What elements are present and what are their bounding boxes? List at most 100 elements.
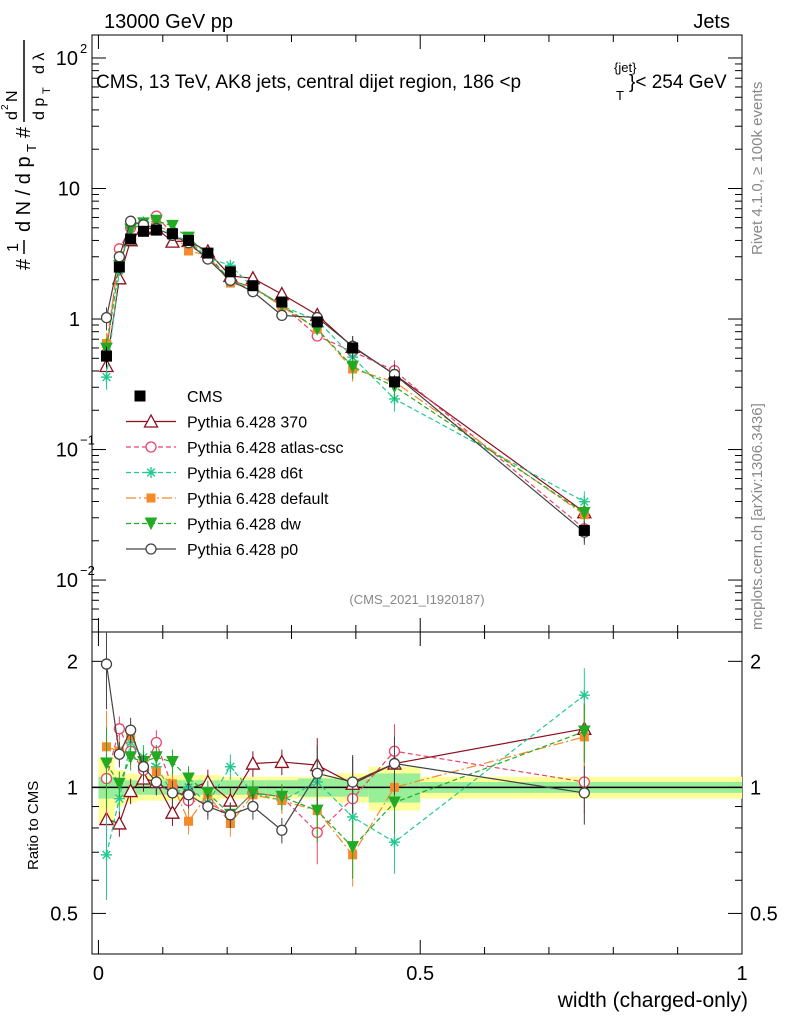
ratio-y-tick-label: 2 — [67, 651, 78, 673]
ratio-series-line — [105, 694, 585, 855]
ratio-series-point — [150, 776, 163, 788]
plot-title: CMS, 13 TeV, AK8 jets, central dijet reg… — [96, 60, 727, 103]
main-series-point — [166, 219, 179, 233]
star-marker-stroke — [390, 837, 399, 847]
legend-label: Pythia 6.428 atlas-csc — [187, 440, 344, 457]
legend-label: Pythia 6.428 dw — [187, 517, 301, 534]
ratio-series-point — [182, 772, 195, 786]
ratio-series-point — [275, 790, 289, 804]
ratio-series-5 — [100, 632, 590, 844]
ratio-series-point — [124, 751, 137, 764]
main-y-tick-label: 10 — [56, 570, 78, 592]
title-main: CMS, 13 TeV, AK8 jets, central dijet reg… — [96, 72, 521, 93]
main-series-point — [276, 309, 288, 322]
cms-data-point — [224, 266, 236, 278]
main-series-line — [105, 220, 585, 533]
main-series-point — [346, 360, 359, 374]
title-end: }< 254 GeV — [629, 72, 727, 93]
ratio-series-point — [182, 789, 195, 801]
ratio-series-point — [113, 777, 126, 791]
star-marker-stroke — [579, 690, 589, 700]
star-marker-stroke — [226, 762, 235, 772]
cms-data-point — [137, 225, 149, 237]
ratio-series-point — [311, 767, 323, 780]
main-series-cms — [100, 224, 590, 536]
legend-item-5: Pythia 6.428 p0 — [126, 542, 298, 559]
ratio-series-point — [578, 689, 590, 701]
x-tick-label: 1 — [736, 963, 747, 985]
main-series-point — [124, 215, 137, 227]
star-marker-stroke — [102, 850, 111, 860]
cms-data-point — [166, 228, 178, 240]
main-series-1 — [100, 210, 590, 542]
cms-data-point — [113, 261, 125, 273]
main-y-tick-label: 10 — [58, 179, 80, 201]
ratio-series-point — [124, 724, 137, 736]
ratio-series-point — [100, 849, 112, 861]
ratio-series-point — [166, 787, 179, 799]
ratio-series-point — [184, 816, 194, 826]
main-series-point — [100, 371, 112, 383]
ratio-series-point — [388, 757, 401, 770]
ratio-series-point — [123, 783, 139, 798]
main-series-point — [150, 214, 163, 228]
main-y-tick-exponent: −2 — [80, 563, 95, 578]
svg-text:N: N — [4, 90, 21, 102]
ratio-y-tick-label-right: 1 — [750, 777, 761, 799]
cms-data-point — [125, 233, 137, 245]
ratio-series-point — [276, 824, 288, 836]
star-marker-stroke — [115, 794, 124, 803]
ratio-y-tick-label-right: 2 — [750, 651, 761, 673]
main-series-3 — [101, 218, 589, 528]
legend-item-3: Pythia 6.428 default — [126, 491, 329, 508]
main-y-axis-label: # 1 d N / d p T # d 2 N d p T d λ — [0, 40, 53, 270]
svg-text:1: 1 — [5, 243, 22, 252]
x-tick-label: 0 — [93, 963, 104, 985]
ratio-series-point — [310, 804, 324, 818]
ratio-y-tick-label: 0.5 — [50, 903, 78, 925]
main-y-tick-label: 10 — [56, 48, 78, 70]
main-series-point — [113, 251, 126, 263]
main-series-point — [578, 507, 591, 520]
cms-data-point — [150, 224, 162, 236]
cms-data-point — [578, 524, 590, 536]
mcplots-reference: mcplots.cern.ch [arXiv:1306.3436] — [749, 403, 766, 630]
ratio-series-point — [388, 836, 400, 848]
cms-data-point — [183, 234, 195, 246]
ratio-series-point — [245, 755, 261, 770]
star-marker-stroke — [579, 497, 589, 507]
ratio-y-axis-label: Ratio to CMS — [25, 781, 42, 870]
legend-label: Pythia 6.428 p0 — [187, 542, 298, 559]
legend-item-cms: CMS — [134, 389, 223, 406]
ratio-series-point — [346, 776, 359, 788]
legend-marker — [145, 467, 157, 478]
legend-label: CMS — [187, 389, 223, 406]
main-series-5 — [100, 215, 590, 545]
ratio-series-point — [113, 748, 126, 760]
svg-text:#: # — [13, 258, 35, 270]
ratio-y-tick-label: 1 — [67, 777, 78, 799]
legend-marker — [143, 413, 159, 428]
svg-text:d λ: d λ — [31, 53, 48, 74]
header-right: Jets — [693, 11, 730, 33]
analysis-id: (CMS_2021_I1920187) — [349, 592, 484, 607]
svg-text:T: T — [24, 144, 39, 152]
ratio-series-point — [247, 800, 259, 813]
ratio-series-point — [202, 800, 214, 813]
main-series-point — [184, 246, 194, 256]
cms-data-point — [347, 342, 359, 354]
ratio-series-point — [164, 804, 181, 819]
main-y-tick-label: 1 — [69, 309, 80, 331]
x-axis-label: width (charged-only) — [557, 989, 748, 1012]
main-series-2 — [100, 216, 590, 515]
ratio-series-point — [346, 841, 359, 854]
ratio-series-point — [100, 658, 113, 670]
ratio-y-tick-label-right: 0.5 — [750, 903, 778, 925]
ratio-series-point — [201, 786, 215, 800]
ratio-series-line — [106, 734, 585, 856]
main-y-tick-label: 10 — [56, 440, 78, 462]
star-marker-stroke — [146, 468, 156, 477]
ratio-series-point — [150, 751, 163, 764]
